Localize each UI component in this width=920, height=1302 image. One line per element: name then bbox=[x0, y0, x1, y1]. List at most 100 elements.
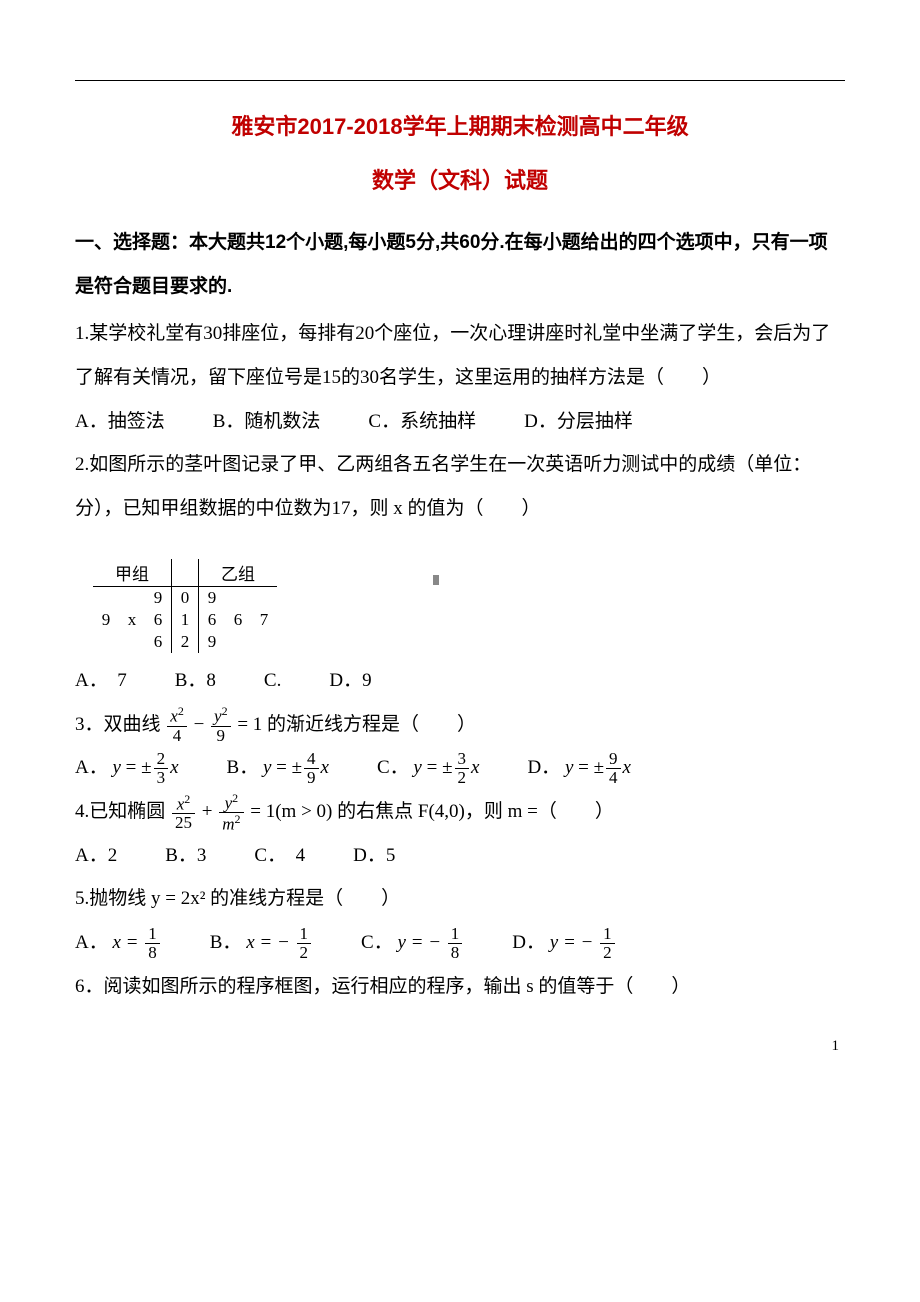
frac-den: 9 bbox=[304, 768, 319, 787]
opt-lhs: y = − bbox=[397, 932, 441, 953]
q3-options: A． y = ±23x B． y = ±49x C． y = ±32x D． y… bbox=[75, 746, 845, 790]
stem-cell: 1 bbox=[172, 609, 199, 631]
stem-cell: 2 bbox=[172, 631, 199, 653]
frac-exp: 2 bbox=[232, 791, 238, 805]
q1-stem: 1.某学校礼堂有30排座位，每排有20个座位，一次心理讲座时礼堂中坐满了学生，会… bbox=[75, 312, 845, 399]
q3-stem: 3．双曲线 x2 4 − y2 9 = 1 的渐近线方程是（ ） bbox=[75, 703, 845, 747]
frac-den: m bbox=[222, 815, 234, 834]
frac-exp: 2 bbox=[184, 792, 190, 806]
header-rule bbox=[75, 80, 845, 81]
exam-title-line1: 雅安市2017-2018学年上期期末检测高中二年级 bbox=[75, 109, 845, 141]
q4-optC: C． 4 bbox=[254, 834, 305, 878]
q5-optB: B． x = − 12 bbox=[210, 921, 313, 965]
frac-den: 4 bbox=[167, 726, 187, 745]
opt-prefix: D． bbox=[512, 932, 545, 953]
leaf-cell: 9 bbox=[199, 631, 226, 653]
leaf-cell: x bbox=[119, 609, 145, 631]
q3-optB: B． y = ±49x bbox=[227, 746, 329, 790]
leaf-cell: 6 bbox=[145, 631, 172, 653]
frac-den: 2 bbox=[455, 768, 470, 787]
opt-prefix: A． bbox=[75, 757, 108, 778]
leaf-cell: 6 bbox=[225, 609, 251, 631]
leaf-header-right: 乙组 bbox=[199, 559, 278, 587]
q3-optD: D． y = ±94x bbox=[527, 746, 631, 790]
q5-stem: 5.抛物线 y = 2x² 的准线方程是（ ） bbox=[75, 877, 845, 921]
opt-lhs: x = − bbox=[246, 932, 290, 953]
q1-options: A．抽签法 B．随机数法 C．系统抽样 D．分层抽样 bbox=[75, 400, 845, 444]
leaf-cell: 6 bbox=[145, 609, 172, 631]
q5-options: A． x = 18 B． x = − 12 C． y = − 18 D． y =… bbox=[75, 921, 845, 965]
opt-prefix: D． bbox=[527, 757, 560, 778]
leaf-cell: 9 bbox=[145, 586, 172, 609]
frac-num: 1 bbox=[297, 925, 312, 943]
frac-num: 4 bbox=[304, 750, 319, 768]
q1-optD: D．分层抽样 bbox=[524, 400, 633, 444]
frac-den: 9 bbox=[211, 726, 231, 745]
leaf-cell: 7 bbox=[251, 609, 277, 631]
opt-lhs: x = bbox=[112, 932, 138, 953]
frac-num: 2 bbox=[154, 750, 169, 768]
frac-num: 1 bbox=[448, 925, 463, 943]
leaf-cell bbox=[93, 631, 119, 653]
q4-stem-prefix: 4.已知椭圆 bbox=[75, 801, 165, 822]
opt-prefix: A． bbox=[75, 932, 108, 953]
opt-prefix: B． bbox=[210, 932, 242, 953]
section-heading: 一、选择题：本大题共12个小题,每小题5分,共60分.在每小题给出的四个选项中，… bbox=[75, 221, 845, 308]
frac-den: 4 bbox=[606, 768, 621, 787]
leaf-cell bbox=[251, 586, 277, 609]
q2-options: A． 7 B．8 C. D．9 bbox=[75, 659, 845, 703]
q4-frac2: y2 m2 bbox=[219, 792, 243, 834]
frac-den: 8 bbox=[145, 943, 160, 962]
stem-leaf-row: 9 x 6 1 6 6 7 bbox=[93, 609, 277, 631]
leaf-cell: 9 bbox=[93, 609, 119, 631]
q4-options: A．2 B．3 C． 4 D．5 bbox=[75, 834, 845, 878]
q5-optC: C． y = − 18 bbox=[361, 921, 464, 965]
exam-title-line2: 数学（文科）试题 bbox=[75, 163, 845, 195]
q3-stem-prefix: 3．双曲线 bbox=[75, 714, 161, 735]
q2-optD: D．9 bbox=[329, 659, 371, 703]
q2-stem: 2.如图所示的茎叶图记录了甲、乙两组各五名学生在一次英语听力测试中的成绩（单位：… bbox=[75, 443, 845, 530]
frac-num: 9 bbox=[606, 750, 621, 768]
leaf-cell bbox=[225, 586, 251, 609]
opt-prefix: C． bbox=[377, 757, 409, 778]
frac-den: 2 bbox=[600, 943, 615, 962]
q4-stem: 4.已知椭圆 x2 25 + y2 m2 = 1(m > 0) 的右焦点 F(4… bbox=[75, 790, 845, 834]
page: 雅安市2017-2018学年上期期末检测高中二年级 数学（文科）试题 一、选择题… bbox=[0, 0, 920, 1095]
q1-optC: C．系统抽样 bbox=[368, 400, 476, 444]
frac-num: 3 bbox=[455, 750, 470, 768]
page-number: 1 bbox=[75, 1038, 845, 1055]
leaf-cell bbox=[93, 586, 119, 609]
q2-optB: B．8 bbox=[175, 659, 216, 703]
q3-optA: A． y = ±23x bbox=[75, 746, 179, 790]
q4-frac1: x2 25 bbox=[172, 793, 195, 832]
opt-prefix: C． bbox=[361, 932, 393, 953]
q4-optD: D．5 bbox=[353, 834, 395, 878]
q2-optC: C. bbox=[264, 659, 281, 703]
frac-den: 8 bbox=[448, 943, 463, 962]
frac-exp: 2 bbox=[222, 704, 228, 718]
opt-prefix: B． bbox=[227, 757, 259, 778]
stem-leaf-table: 甲组 乙组 9 0 9 9 x 6 1 6 6 7 bbox=[93, 559, 277, 653]
artifact-marker bbox=[433, 575, 439, 585]
q3-stem-suffix: = 1 的渐近线方程是（ ） bbox=[237, 714, 476, 735]
leaf-cell bbox=[225, 631, 251, 653]
q6-stem: 6．阅读如图所示的程序框图，运行相应的程序，输出 s 的值等于（ ） bbox=[75, 965, 845, 1009]
q1-optB: B．随机数法 bbox=[213, 400, 321, 444]
frac-exp: 2 bbox=[178, 704, 184, 718]
q4-stem-mid: = 1(m > 0) 的右焦点 F(4,0)，则 m =（ ） bbox=[250, 801, 614, 822]
frac-den: 3 bbox=[154, 768, 169, 787]
q5-optD: D． y = − 12 bbox=[512, 921, 616, 965]
stem-header-blank bbox=[172, 559, 199, 587]
frac-num: 1 bbox=[145, 925, 160, 943]
q2-optA: A． 7 bbox=[75, 659, 127, 703]
frac-num: y bbox=[225, 793, 233, 812]
leaf-cell bbox=[251, 631, 277, 653]
stem-leaf-row: 6 2 9 bbox=[93, 631, 277, 653]
leaf-header-left: 甲组 bbox=[93, 559, 172, 587]
frac-den: 25 bbox=[172, 813, 195, 832]
frac-exp: 2 bbox=[235, 812, 241, 826]
opt-lhs: y = − bbox=[550, 932, 594, 953]
stem-leaf-row: 9 0 9 bbox=[93, 586, 277, 609]
q5-optA: A． x = 18 bbox=[75, 921, 162, 965]
frac-num: y bbox=[214, 707, 222, 726]
